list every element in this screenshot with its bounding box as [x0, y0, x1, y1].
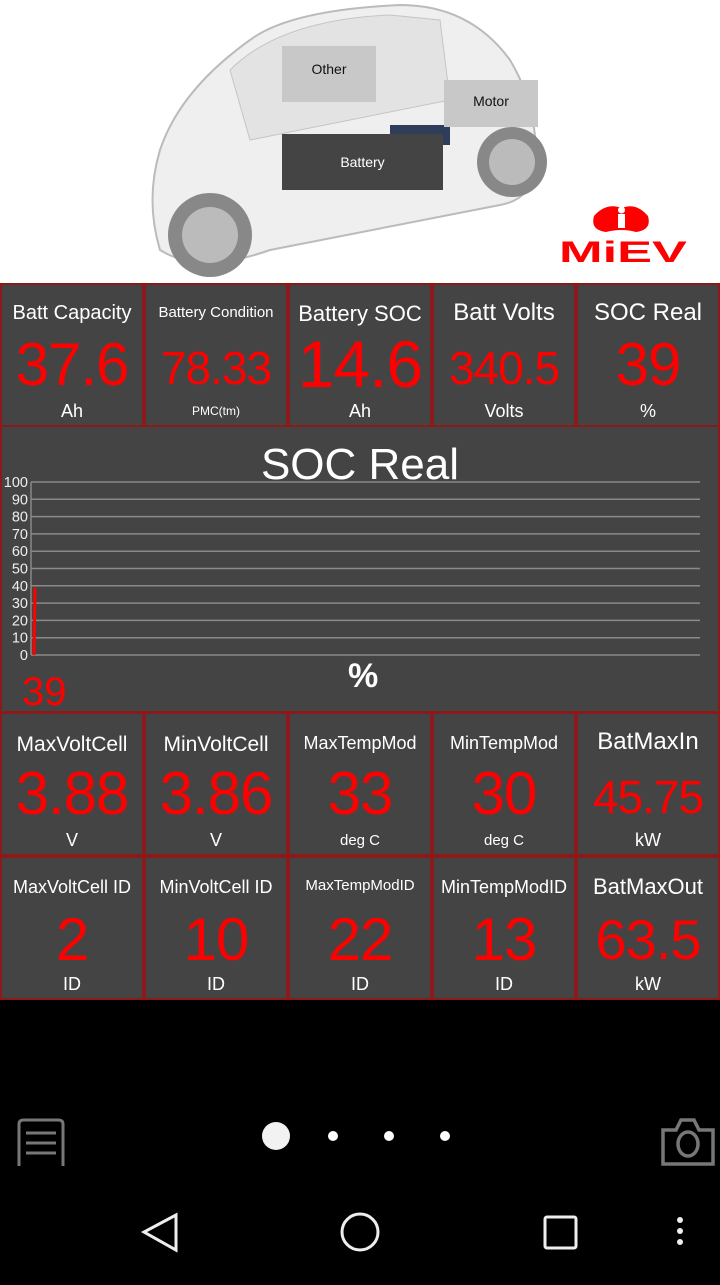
- tile-value: 63.5: [595, 908, 702, 971]
- tile-soc-real[interactable]: SOC Real 39%: [576, 283, 720, 427]
- tile-title: Batt Volts: [453, 299, 555, 326]
- tile-min-volt-cell-id[interactable]: MinVoltCell ID 10 ID: [144, 856, 288, 1000]
- tile-unit: Ah: [348, 401, 372, 421]
- tile-value: 14.6: [297, 327, 423, 401]
- tile-value: 33: [327, 760, 394, 827]
- tile-max-temp-mod-id[interactable]: MaxTempModID 22 ID: [288, 856, 432, 1000]
- tile-unit: kW: [635, 974, 661, 994]
- y-tick-label: 30: [12, 596, 28, 612]
- tile-value: 45.75: [592, 771, 704, 823]
- tile-max-volt-cell-id[interactable]: MaxVoltCell ID 2 ID: [0, 856, 144, 1000]
- page-dot: [328, 1131, 338, 1141]
- page-dot-active: [262, 1122, 290, 1150]
- cell-stats-row: MaxVoltCell 3.88 V MinVoltCell 3.86 V MaxTem…: [0, 712, 720, 856]
- tile-value: 3.86: [159, 760, 274, 827]
- more-vert-icon[interactable]: [677, 1217, 683, 1245]
- tile-value: 2: [55, 906, 89, 973]
- chart-unit-label: %: [348, 657, 378, 695]
- bottom-toolbar: [0, 1100, 720, 1180]
- tile-title: Battery SOC: [298, 301, 422, 326]
- svg-text:MiEV: MiEV: [559, 236, 687, 266]
- tile-batt-volts[interactable]: Batt Volts 340.5 Volts: [432, 283, 576, 427]
- tile-title: MinTempModID: [440, 877, 568, 897]
- y-tick-label: 60: [12, 544, 28, 560]
- back-icon[interactable]: [140, 1212, 178, 1253]
- battery-button[interactable]: Battery: [282, 134, 443, 190]
- tile-value: 78.33: [160, 342, 272, 394]
- battery-summary-row: Batt Capacity 37.6 Ah Battery Condition 78.…: [0, 283, 720, 427]
- tile-value: 30: [471, 760, 538, 827]
- tile-battery-condition[interactable]: Battery Condition 78.33 PMC(tm): [144, 283, 288, 427]
- tile-value: 3.88: [15, 760, 130, 827]
- other-button[interactable]: Other: [282, 46, 376, 102]
- tile-unit: Ah: [60, 401, 84, 421]
- android-nav-bar: [0, 1180, 720, 1280]
- tile-unit: ID: [351, 974, 369, 994]
- camera-icon[interactable]: [661, 1118, 715, 1166]
- tile-bat-max-out[interactable]: BatMaxOut 63.5 kW: [576, 856, 720, 1000]
- tile-title: Batt Capacity: [12, 302, 132, 324]
- tile-unit: deg C: [483, 832, 525, 849]
- tile-unit: PMC(tm): [192, 404, 240, 418]
- tile-min-volt-cell[interactable]: MinVoltCell 3.86 V: [144, 712, 288, 856]
- cell-id-row: MaxVoltCell ID 2 ID MinVoltCell ID 10 ID Max…: [0, 856, 720, 1000]
- tile-min-temp-mod[interactable]: MinTempMod 30 deg C: [432, 712, 576, 856]
- tile-title: BatMaxIn: [597, 728, 699, 755]
- tile-unit: ID: [207, 974, 225, 994]
- tile-bat-max-in[interactable]: BatMaxIn 45.75 kW: [576, 712, 720, 856]
- y-tick-label: 70: [12, 527, 28, 543]
- y-tick-label: 40: [12, 579, 28, 595]
- soc-bar: [32, 587, 37, 656]
- tile-title: BatMaxOut: [592, 874, 704, 899]
- y-tick-label: 10: [12, 631, 28, 647]
- y-tick-label: 80: [12, 510, 28, 526]
- home-icon[interactable]: [340, 1212, 380, 1252]
- tile-battery-soc[interactable]: Battery SOC 14.6 Ah: [288, 283, 432, 427]
- tile-value: 340.5: [448, 342, 560, 394]
- tile-unit: V: [209, 830, 222, 850]
- page-indicator[interactable]: [262, 1122, 450, 1150]
- tile-batt-capacity[interactable]: Batt Capacity 37.6 Ah: [0, 283, 144, 427]
- list-menu-icon[interactable]: [17, 1118, 65, 1166]
- tile-unit: Volts: [484, 401, 524, 421]
- tile-min-temp-mod-id[interactable]: MinTempModID 13 ID: [432, 856, 576, 1000]
- y-tick-label: 20: [12, 613, 28, 629]
- tile-unit: V: [65, 830, 78, 850]
- tile-unit: %: [639, 401, 656, 421]
- tile-title: MaxVoltCell: [16, 733, 128, 756]
- tile-unit: ID: [63, 974, 81, 994]
- tile-title: MinTempMod: [449, 733, 559, 753]
- tile-title: Battery Condition: [158, 304, 274, 321]
- recents-icon[interactable]: [543, 1215, 578, 1250]
- tile-unit: kW: [635, 830, 661, 850]
- soc-real-chart: SOC Real 0 10 20 30 40 50 60 70 80 90 100 39%: [0, 425, 720, 713]
- tile-value: 22: [327, 906, 394, 973]
- tile-unit: ID: [495, 974, 513, 994]
- tile-unit: deg C: [339, 832, 381, 849]
- tile-value: 13: [471, 906, 538, 973]
- motor-button[interactable]: Motor: [444, 80, 538, 127]
- tile-value: 10: [183, 906, 250, 973]
- miev-logo: MiEV: [559, 206, 687, 266]
- y-tick-label: 90: [12, 492, 28, 508]
- chart-value-label: 39: [22, 670, 67, 711]
- vehicle-hero: Other Motor Battery MiEV: [0, 0, 720, 283]
- tile-title: SOC Real: [593, 299, 703, 326]
- tile-title: MaxTempMod: [303, 733, 417, 753]
- tile-title: MaxVoltCell ID: [12, 877, 132, 897]
- tile-max-temp-mod[interactable]: MaxTempMod 33 deg C: [288, 712, 432, 856]
- y-tick-label: 0: [20, 648, 28, 664]
- tile-max-volt-cell[interactable]: MaxVoltCell 3.88 V: [0, 712, 144, 856]
- page-dot: [384, 1131, 394, 1141]
- y-tick-label: 100: [4, 475, 28, 491]
- page-dot: [440, 1131, 450, 1141]
- tile-value: 39: [615, 331, 682, 398]
- y-tick-label: 50: [12, 562, 28, 578]
- tile-title: MinVoltCell: [163, 733, 269, 756]
- tile-title: MinVoltCell ID: [159, 877, 273, 897]
- tile-value: 37.6: [15, 331, 130, 398]
- chart-title: SOC Real: [260, 440, 460, 489]
- tile-title: MaxTempModID: [305, 877, 415, 894]
